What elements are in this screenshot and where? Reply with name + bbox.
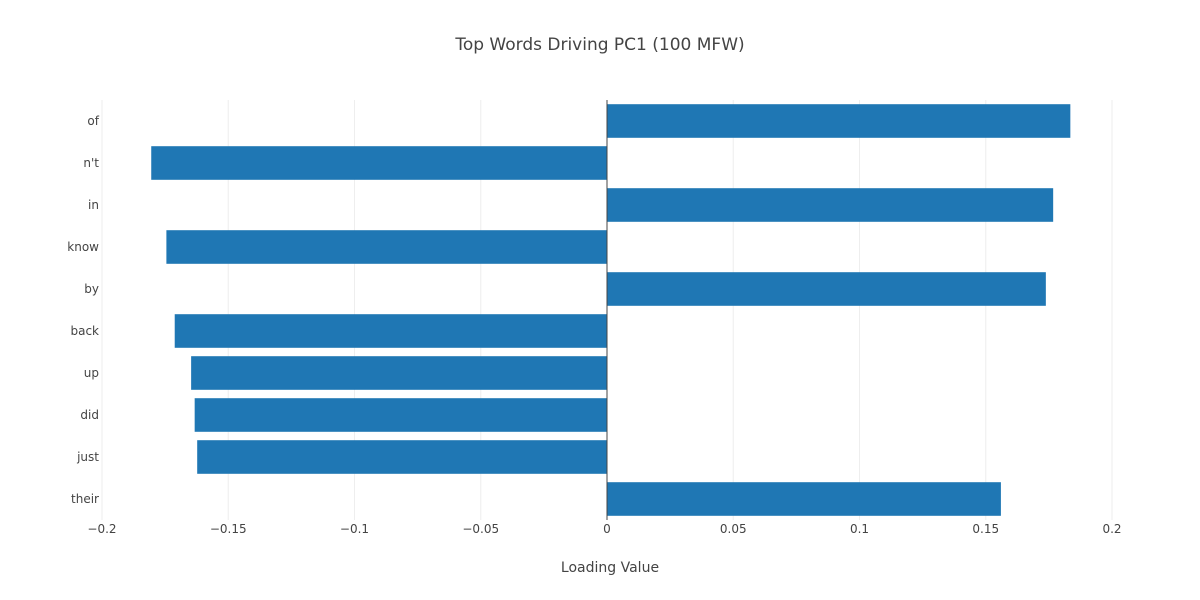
y-tick-label: by: [84, 282, 99, 296]
bar-know: [166, 230, 607, 264]
x-tick-label: 0.05: [720, 522, 747, 536]
y-tick-label: in: [88, 198, 99, 212]
bar-their: [607, 482, 1001, 516]
chart-title: Top Words Driving PC1 (100 MFW): [454, 35, 744, 55]
x-tick-label: −0.15: [210, 522, 247, 536]
y-tick-label: just: [76, 450, 99, 464]
x-tick-label: 0.15: [972, 522, 999, 536]
y-tick-label: did: [80, 408, 99, 422]
x-tick-labels: −0.2 −0.15 −0.1 −0.05 0 0.05 0.1 0.15 0.2: [87, 522, 1121, 536]
y-tick-label: of: [87, 114, 99, 128]
x-tick-label: 0: [603, 522, 611, 536]
bar-nt: [151, 146, 608, 180]
bar-up: [191, 356, 607, 390]
x-tick-label: −0.1: [340, 522, 369, 536]
x-tick-label: 0.2: [1102, 522, 1121, 536]
bar-back: [174, 314, 607, 348]
y-tick-label: n't: [83, 156, 99, 170]
bar-by: [607, 272, 1046, 306]
bar-did: [194, 398, 608, 432]
y-tick-label: their: [71, 492, 99, 506]
x-tick-label: −0.05: [462, 522, 499, 536]
x-axis-label: Loading Value: [561, 560, 659, 576]
bar-just: [197, 440, 607, 474]
y-tick-label: know: [67, 240, 99, 254]
y-tick-label: back: [70, 324, 99, 338]
x-tick-label: 0.1: [850, 522, 869, 536]
bar-in: [607, 188, 1054, 222]
y-tick-labels: of n't in know by back up did just their: [67, 114, 99, 506]
x-tick-label: −0.2: [87, 522, 116, 536]
bar-layer: [151, 104, 1071, 516]
bar-of: [607, 104, 1071, 138]
y-tick-label: up: [84, 366, 99, 380]
